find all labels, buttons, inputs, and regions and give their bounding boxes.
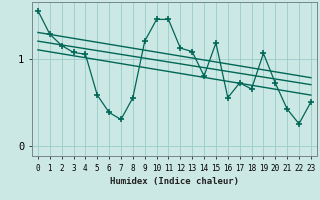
X-axis label: Humidex (Indice chaleur): Humidex (Indice chaleur) <box>110 177 239 186</box>
